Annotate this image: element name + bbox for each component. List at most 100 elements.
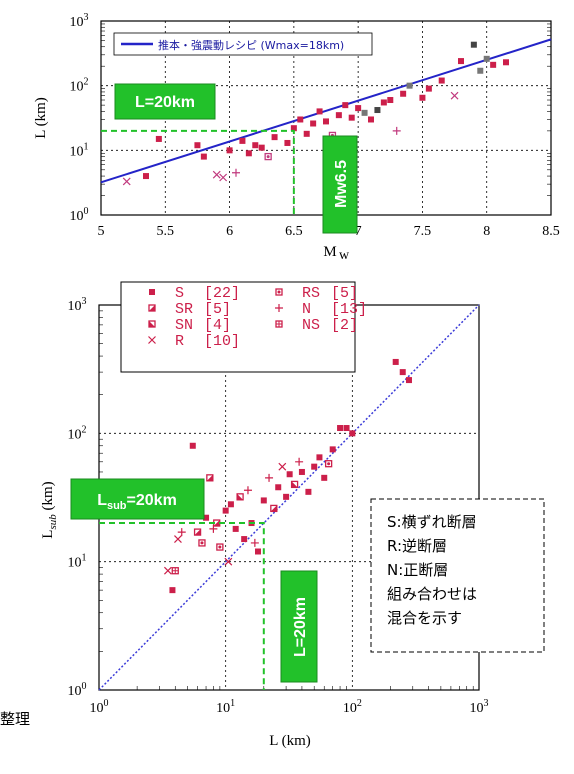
chart1-ytick-0: 100 — [70, 206, 89, 224]
chart2-xtick-1: 101 — [216, 698, 235, 716]
chart1-point-13-dot — [266, 155, 270, 159]
chart2-point-25 — [265, 473, 274, 482]
chart2-point-39 — [329, 446, 336, 453]
chart2-ytick-2: 102 — [68, 424, 87, 442]
chart2-legend-count-0: [22] — [204, 285, 240, 302]
chart2-point-44 — [399, 369, 406, 376]
chart1-point-30 — [380, 99, 387, 106]
chart2-point-24 — [260, 497, 267, 504]
chart2-point-1 — [169, 587, 176, 594]
chart1-point-10 — [245, 150, 252, 157]
chart2-note-line-4: 混合を示す — [387, 609, 462, 627]
chart1-xtick-3: 6.5 — [285, 224, 303, 239]
chart1-point-17 — [297, 116, 304, 123]
chart1-point-14 — [271, 134, 278, 141]
chart2-point-20 — [243, 486, 252, 495]
chart2-legend-count-6: [2] — [331, 317, 358, 334]
chart1-point-15 — [284, 139, 291, 146]
chart1-ylabel: L (km) — [33, 97, 49, 139]
chart2-point-7-fill — [194, 529, 201, 536]
chart2-point-4 — [177, 528, 186, 537]
chart1-legend-text: 推本・強震動レシピ (Wmax=18km) — [158, 38, 344, 52]
chart2-point-15 — [224, 557, 233, 566]
chart2-point-26-fill — [270, 505, 277, 512]
chart2-ytick-0: 100 — [68, 681, 87, 699]
chart2-point-27 — [275, 484, 282, 491]
chart1-point-6 — [219, 173, 228, 182]
chart1-point-26 — [355, 105, 362, 112]
chart2-point-23 — [255, 548, 262, 555]
chart2-Lsub-box — [70, 478, 205, 520]
chart1-point-20 — [316, 108, 323, 115]
chart2-point-42 — [349, 430, 356, 437]
chart1-L-box — [114, 83, 216, 120]
chart1-xtick-1: 5.5 — [157, 224, 175, 239]
chart2-point-16 — [227, 501, 234, 508]
chart1-Mw-label: Mw6.5 — [333, 160, 350, 208]
chart2-point-31-fill — [291, 481, 298, 488]
chart1-point-3 — [194, 142, 201, 149]
chart1-point-23 — [335, 112, 342, 119]
chart2-point-29 — [283, 493, 290, 500]
chart2-point-6 — [189, 442, 196, 449]
chart1-point-38 — [450, 91, 459, 100]
chart1-point-31 — [387, 97, 394, 104]
chart1-xtick-4: 7 — [355, 224, 362, 239]
chart1-point-18 — [303, 130, 310, 137]
chart2-legend-count-1: [5] — [204, 301, 231, 318]
chart1-point-36 — [425, 85, 432, 92]
chart2-guide — [99, 522, 265, 690]
chart2-legend-count-4: [5] — [331, 285, 358, 302]
chart1-ytick-1: 101 — [70, 141, 89, 159]
chart2-legend-marker-1-fill — [149, 305, 155, 311]
chart2-point-35 — [311, 463, 318, 470]
chart1-point-21 — [323, 118, 329, 125]
chart1-point-32 — [392, 126, 401, 135]
chart2-legend-sym-4: RS — [302, 285, 320, 302]
chart2-point-33 — [298, 468, 305, 475]
chart2-legend-sym-3: R — [175, 333, 184, 350]
chart1-xtick-0: 5 — [98, 224, 105, 239]
chart2-point-40 — [337, 425, 344, 432]
chart1-point-35 — [419, 94, 426, 101]
chart1-point-9 — [239, 137, 246, 144]
chart2-ytick-3: 103 — [68, 296, 87, 314]
chart2-point-38-dot — [327, 462, 331, 466]
chart1-point-43 — [490, 61, 497, 68]
chart2-ytick-1: 101 — [68, 553, 87, 571]
chart2-legend-count-3: [10] — [204, 333, 240, 350]
chart1-point-29 — [374, 107, 381, 114]
chart2-legend-sym-1: SR — [175, 301, 193, 318]
chart2-legend-marker-0 — [149, 289, 155, 295]
chart2-point-3 — [174, 535, 182, 543]
chart1-guide — [101, 129, 295, 215]
chart1-point-16 — [290, 125, 297, 132]
chart2-point-2-grid — [172, 567, 179, 574]
chart2-point-34 — [305, 488, 312, 495]
chart2-point-19 — [241, 536, 248, 543]
chart2-legend-marker-3 — [148, 336, 156, 344]
chart1-ytick-3: 103 — [70, 12, 89, 30]
chart1-point-2 — [155, 135, 162, 142]
chart2-L-box — [280, 570, 318, 683]
chart2-legend-marker-4-dot — [277, 290, 281, 294]
chart1-point-39 — [458, 58, 464, 65]
chart1-point-25 — [348, 114, 355, 121]
chart2-point-17 — [232, 525, 239, 532]
fragment-text: 整理 — [0, 710, 30, 728]
chart2-legend-marker-2-fill — [149, 321, 155, 327]
chart1-point-27 — [361, 109, 368, 116]
chart2-point-12-fill — [213, 520, 220, 527]
chart1-xlabel: M — [323, 244, 336, 260]
chart2-legend-box — [120, 281, 356, 373]
chart1-point-33 — [400, 90, 407, 97]
chart1-point-24 — [342, 102, 349, 109]
chart2-legend-sym-2: SN — [175, 317, 193, 334]
chart2-legend-marker-5 — [275, 304, 283, 312]
chart1-point-28 — [368, 116, 374, 123]
chart2-point-0 — [163, 566, 172, 575]
chart2-point-36 — [316, 454, 323, 461]
chart2-note-line-0: S:横ずれ断層 — [387, 513, 477, 531]
chart1-xtick-2: 6 — [226, 224, 233, 239]
chart1-point-0 — [122, 177, 131, 186]
